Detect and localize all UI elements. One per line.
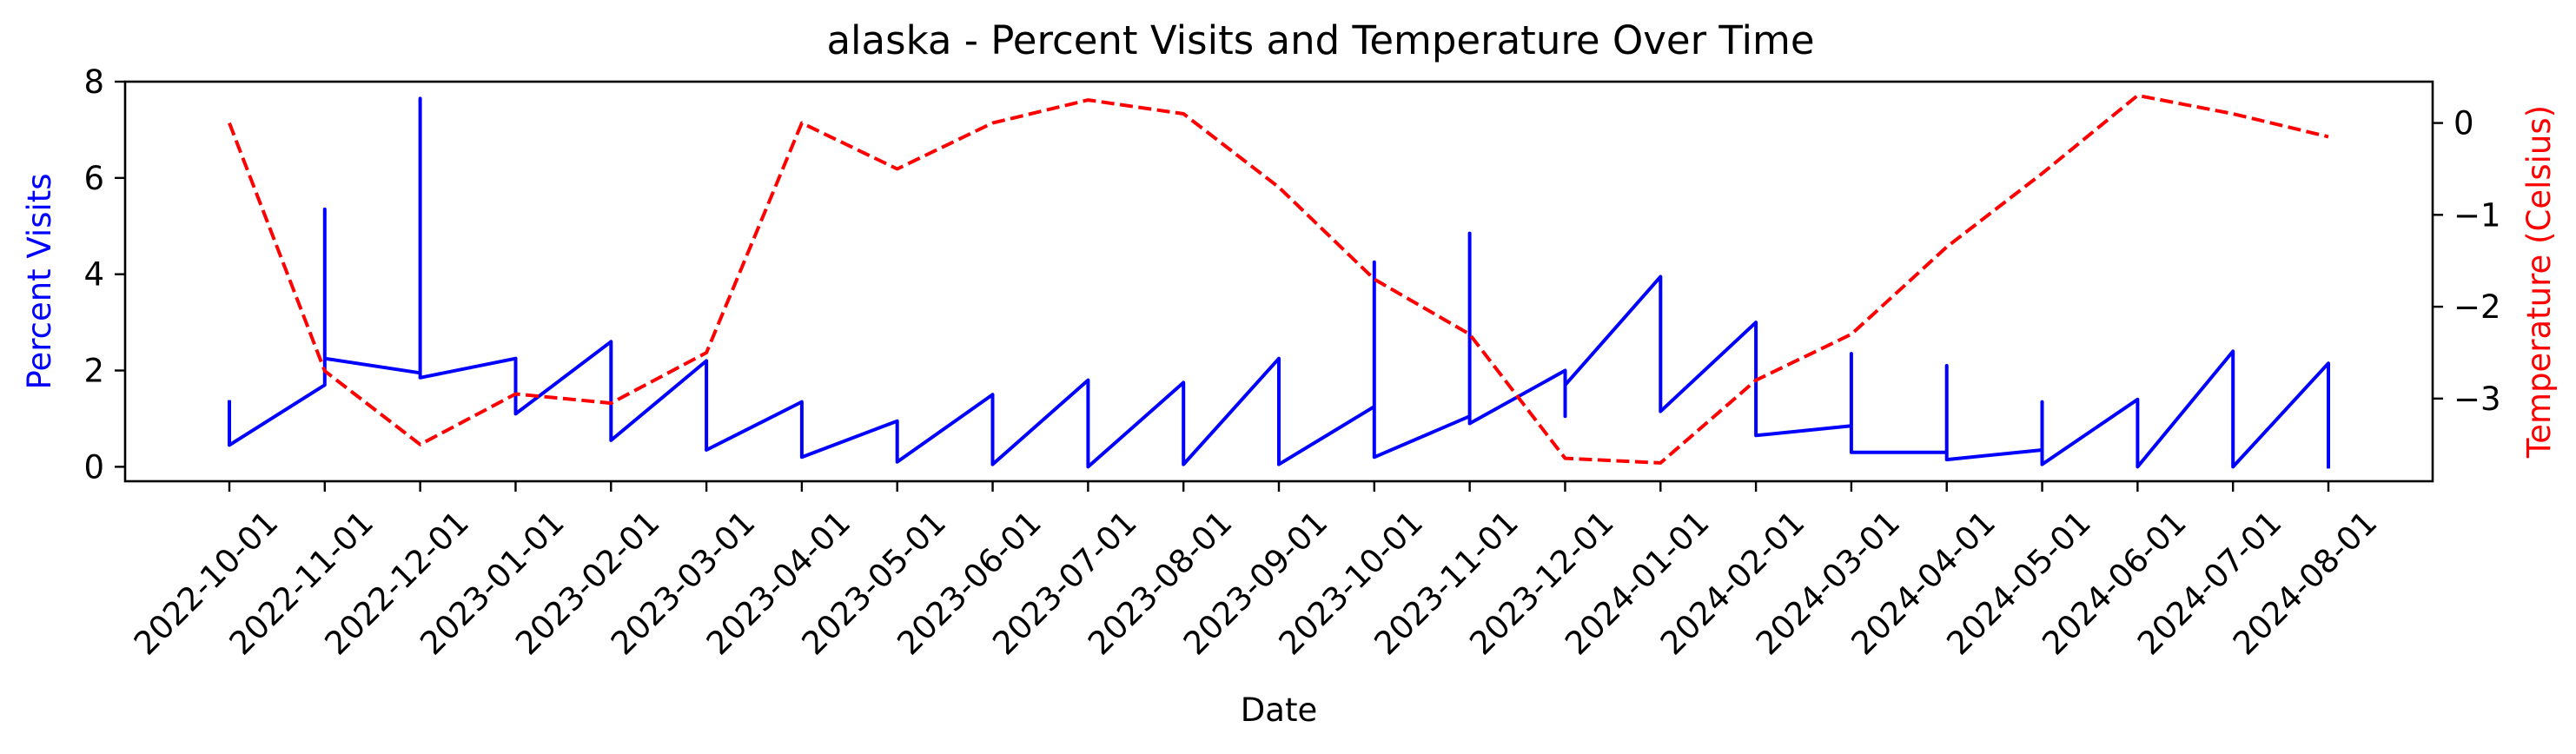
y-right-tick-label: −3 — [2453, 380, 2501, 418]
y-left-tick-label: 4 — [83, 256, 104, 294]
y-axis-right-title: Temperature (Celsius) — [2520, 105, 2558, 459]
y-axis-right: 0 −1 −2 −3 — [2433, 105, 2501, 418]
y-right-tick-label: −2 — [2453, 288, 2501, 326]
series-layer — [228, 93, 2330, 469]
chart-title: alaska - Percent Visits and Temperature … — [826, 17, 1814, 63]
x-axis-title: Date — [1241, 691, 1317, 729]
y-left-tick-label: 2 — [83, 353, 104, 390]
y-right-tick-label: 0 — [2453, 105, 2474, 142]
y-left-tick-label: 0 — [83, 448, 104, 486]
y-axis-left: 0 2 4 6 8 — [83, 63, 125, 486]
y-right-tick-label: −1 — [2453, 196, 2501, 234]
x-axis: 2022-10-012022-11-012022-12-012023-01-01… — [127, 481, 2384, 662]
y-left-tick-label: 8 — [83, 63, 104, 101]
percent-visits-line — [228, 96, 2330, 469]
y-axis-left-title: Percent Visits — [21, 173, 58, 389]
y-left-tick-label: 6 — [83, 160, 104, 197]
